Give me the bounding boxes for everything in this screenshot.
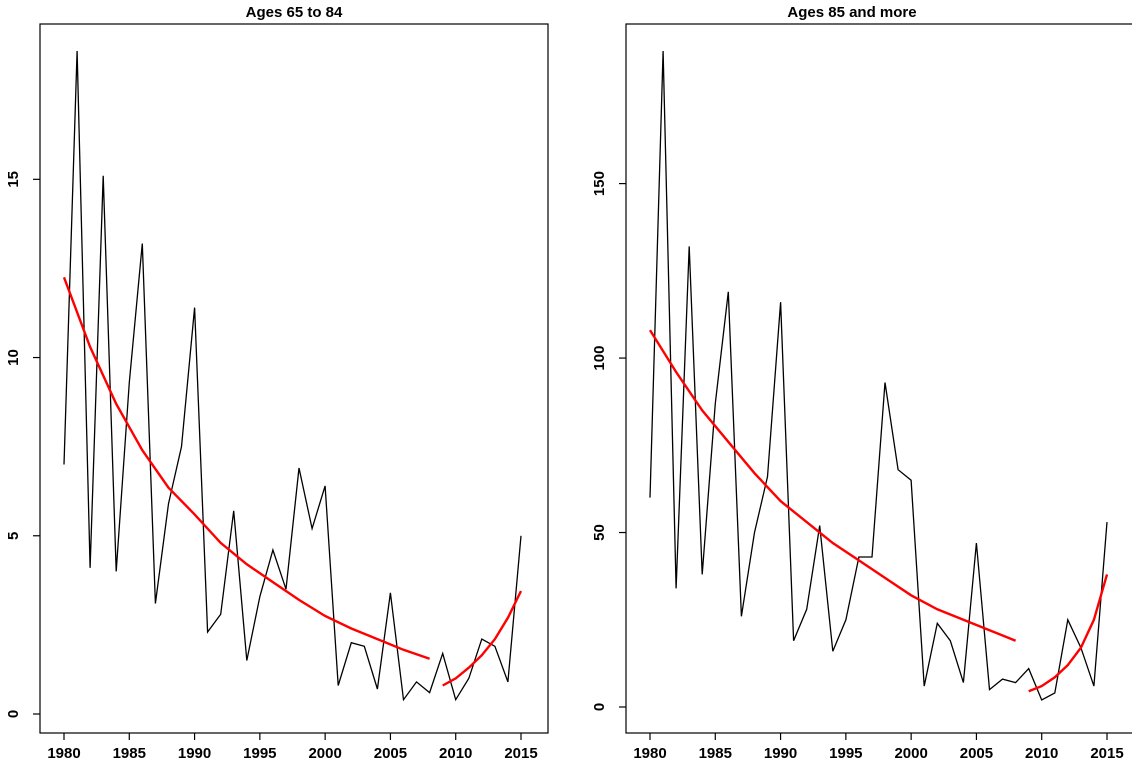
observed-series-line — [63, 50, 522, 702]
x-tick-label: 1990 — [178, 745, 211, 762]
x-tick-label: 1980 — [47, 745, 80, 762]
panel-ages-85-and-more: Ages 85 and more 1980 1985 1990 1995 2000 2005… — [591, 4, 1132, 762]
x-tick-label: 2010 — [1025, 745, 1058, 762]
trend-line-1 — [62, 276, 430, 660]
y-tick-label: 10 — [5, 349, 22, 366]
x-tick-label: 2010 — [439, 745, 472, 762]
plot-frame — [39, 23, 549, 734]
x-tick-label: 2005 — [960, 745, 993, 762]
chart-title: Ages 65 to 84 — [246, 4, 343, 21]
chart-title: Ages 85 and more — [787, 4, 916, 21]
trend-line-2 — [1028, 574, 1109, 693]
y-tick-label: 0 — [5, 710, 22, 718]
x-tick-label: 1985 — [699, 745, 732, 762]
x-tick-label: 2005 — [374, 745, 407, 762]
panel-ages-65-to-84: Ages 65 to 84 1980 1985 1990 1995 2000 2005 201… — [5, 4, 549, 762]
x-tick-label: 1995 — [829, 745, 862, 762]
y-tick-label: 50 — [591, 524, 608, 541]
x-tick-label: 1980 — [633, 745, 666, 762]
y-tick-label: 5 — [5, 532, 22, 540]
y-tick-label: 150 — [591, 171, 608, 196]
y-tick-label: 100 — [591, 346, 608, 371]
observed-series-line — [649, 50, 1108, 701]
y-tick-label: 0 — [591, 703, 608, 711]
x-tick-label: 2015 — [1090, 745, 1123, 762]
trend-line-2 — [442, 590, 523, 687]
plot-frame — [625, 23, 1132, 734]
y-tick-label: 15 — [5, 171, 22, 188]
x-tick-label: 1995 — [243, 745, 276, 762]
x-tick-label: 1990 — [764, 745, 797, 762]
x-tick-label: 1985 — [113, 745, 146, 762]
x-tick-label: 2015 — [504, 745, 537, 762]
x-tick-label: 2000 — [894, 745, 927, 762]
x-tick-label: 2000 — [308, 745, 341, 762]
trend-line-1 — [648, 329, 1017, 642]
